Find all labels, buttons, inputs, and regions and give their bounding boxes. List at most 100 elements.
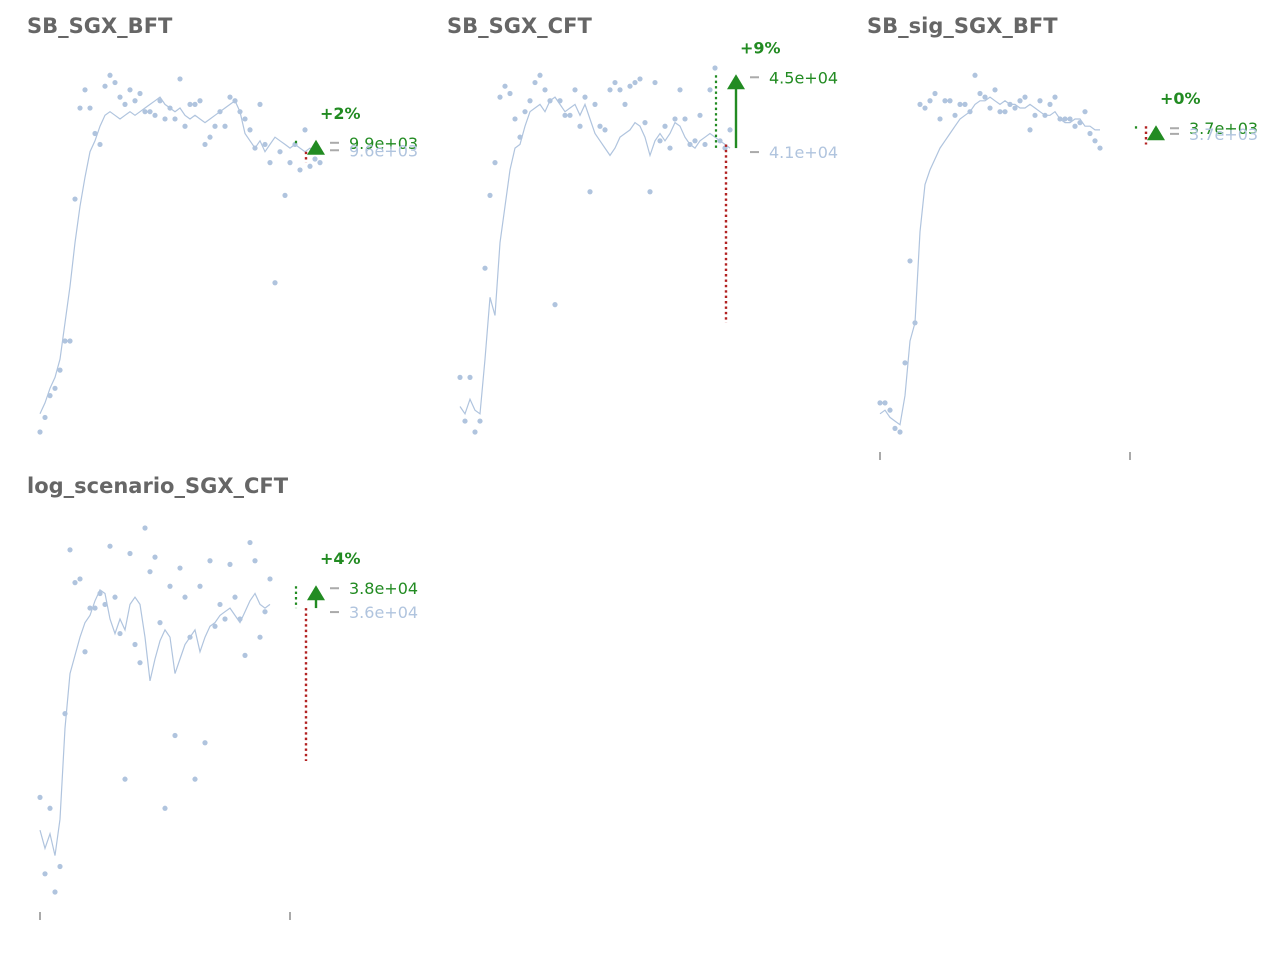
data-point: [152, 554, 158, 560]
baseline-label: 3.7e+03: [1189, 125, 1258, 144]
data-point: [972, 72, 978, 78]
data-point: [1067, 116, 1073, 122]
increase-arrow-head: [1147, 125, 1165, 141]
data-point: [247, 127, 253, 133]
data-point: [257, 634, 263, 640]
data-point: [42, 414, 48, 421]
trend-line: [879, 96, 1100, 426]
chart-panel-sb-sig-sgx-bft: SB_sig_SGX_BFT +0%3.7e+033.7e+0363067124: [840, 0, 1260, 460]
data-point: [92, 130, 98, 137]
data-point: [37, 429, 43, 435]
data-point: [122, 101, 128, 107]
data-point: [572, 87, 578, 93]
data-point: [87, 605, 93, 611]
change-label: +0%: [1160, 89, 1201, 108]
data-point: [127, 87, 133, 93]
data-point: [147, 569, 153, 575]
data-point: [177, 76, 183, 82]
data-point: [527, 98, 533, 104]
chart-title: SB_sig_SGX_BFT: [867, 14, 1058, 38]
data-point: [682, 116, 688, 122]
chart-svg: +9% 4.5e+04 4.1e+04: [457, 38, 838, 435]
data-point: [47, 393, 53, 399]
data-point: [267, 576, 273, 582]
data-point: [52, 889, 58, 895]
data-point: [877, 400, 883, 406]
data-point: [517, 134, 523, 140]
data-point: [522, 109, 528, 115]
data-point: [107, 543, 113, 549]
data-point: [182, 123, 188, 129]
data-point: [137, 90, 143, 97]
data-point: [707, 87, 713, 93]
data-point: [562, 112, 568, 118]
chart-svg: +0%3.7e+033.7e+0363067124: [877, 72, 1258, 460]
data-point: [1037, 98, 1043, 104]
data-point: [1087, 130, 1093, 137]
data-point: [912, 320, 918, 326]
data-point: [87, 105, 93, 111]
value-label: 4.5e+04: [769, 68, 838, 87]
data-point: [132, 641, 138, 648]
data-point: [142, 109, 148, 115]
data-point: [147, 109, 153, 115]
data-point: [977, 90, 983, 97]
data-point: [627, 83, 633, 89]
data-point: [967, 109, 973, 115]
data-point: [577, 123, 583, 129]
data-point: [167, 105, 173, 111]
data-point: [122, 776, 128, 782]
data-point: [1047, 101, 1053, 107]
increase-arrow-head: [307, 139, 325, 155]
data-point: [62, 338, 68, 344]
data-point: [1007, 101, 1013, 107]
change-label: +9%: [740, 38, 781, 57]
chart-title: SB_SGX_CFT: [447, 14, 592, 38]
data-point: [307, 163, 313, 169]
data-point: [207, 558, 213, 564]
data-point: [117, 94, 123, 100]
data-point: [132, 98, 138, 104]
data-point: [72, 580, 78, 586]
data-point: [962, 101, 968, 107]
data-point: [57, 367, 63, 373]
data-point: [667, 145, 673, 151]
data-point: [197, 583, 203, 589]
data-point: [112, 79, 118, 86]
data-point: [312, 156, 318, 162]
data-point: [1072, 123, 1078, 129]
data-point: [717, 138, 723, 144]
data-point: [982, 94, 988, 100]
data-point: [987, 105, 993, 111]
data-point: [592, 101, 598, 107]
data-point: [992, 87, 998, 93]
data-point: [272, 280, 278, 286]
data-point: [727, 127, 733, 133]
data-point: [82, 649, 88, 655]
data-point: [1062, 116, 1068, 122]
data-point: [227, 561, 233, 567]
data-point: [97, 141, 103, 148]
data-point: [57, 863, 63, 870]
data-point: [617, 87, 623, 93]
data-point: [52, 385, 58, 391]
data-point: [567, 112, 573, 118]
data-point: [137, 660, 143, 666]
data-point: [262, 609, 268, 615]
data-point: [282, 192, 288, 198]
data-point: [172, 732, 178, 739]
data-point: [892, 425, 898, 431]
data-point: [947, 98, 953, 104]
data-point: [77, 105, 83, 111]
data-point: [647, 189, 653, 195]
data-point: [197, 98, 203, 104]
chart-panel-sb-sgx-cft: SB_SGX_CFT +9% 4.5e+04 4.1e+04: [420, 0, 840, 460]
baseline-label: 9.6e+03: [349, 141, 418, 160]
data-point: [212, 623, 218, 629]
data-point: [942, 98, 948, 104]
data-point: [47, 805, 53, 811]
data-point: [937, 116, 943, 122]
data-point: [232, 594, 238, 600]
data-point: [157, 98, 163, 104]
trend-line: [459, 96, 731, 416]
